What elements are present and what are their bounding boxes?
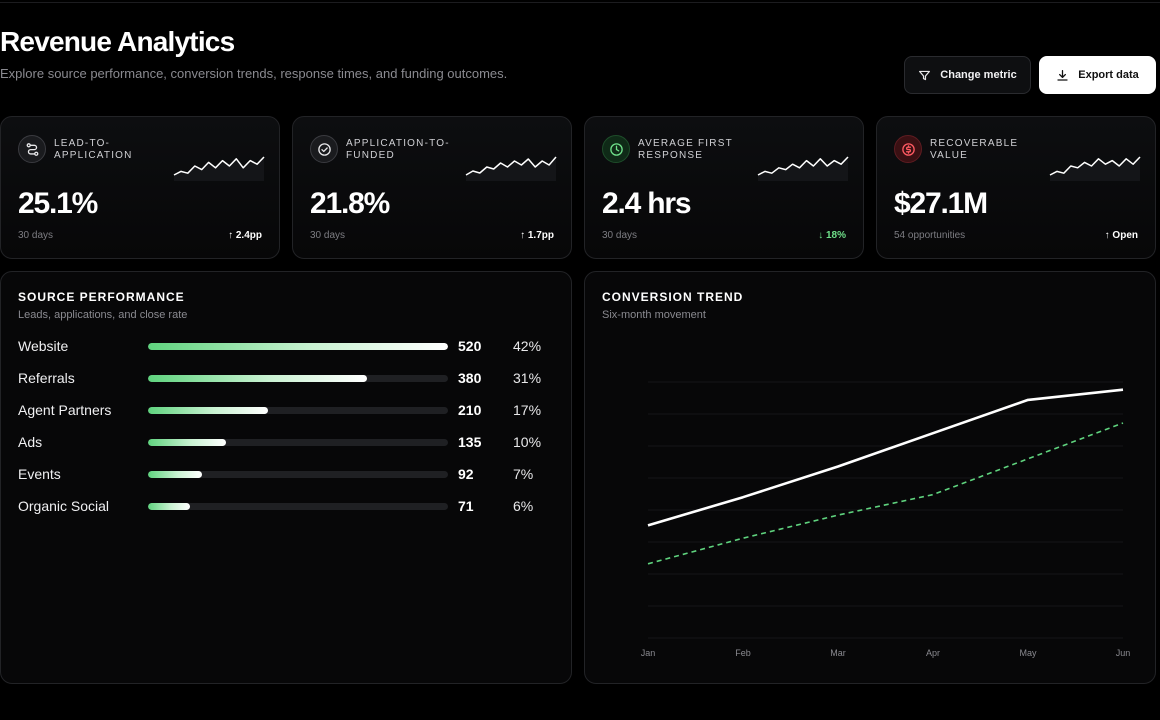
download-icon [1057,69,1068,81]
source-percent: 17% [513,402,542,418]
panel-subtitle: Six-month movement [602,309,706,321]
kpi-value: 25.1% [18,187,98,220]
source-name: Organic Social [18,498,110,514]
source-bar-fill [148,375,367,382]
dollar-icon [894,135,922,163]
source-count: 92 [458,466,474,482]
x-tick-label: Jan [641,648,656,658]
kpi-card-application-to-funded: APPLICATION-TO-FUNDED 21.8% 30 days ↑ 1.… [292,116,572,259]
panel-title: SOURCE PERFORMANCE [18,290,185,304]
x-tick-label: Apr [926,648,940,658]
kpi-sparkline [757,156,849,181]
source-bar-track [148,503,448,510]
source-bar-track [148,407,448,414]
x-tick-label: Jun [1116,648,1131,658]
kpi-sparkline [173,156,265,181]
source-percent: 7% [513,466,534,482]
source-row: Referrals 380 31% [18,368,558,388]
source-count: 380 [458,370,482,386]
page-title: Revenue Analytics [0,26,235,57]
kpi-label: APPLICATION-TO-FUNDED [346,138,450,161]
source-bar-fill [148,407,268,414]
source-row: Agent Partners 210 17% [18,400,558,420]
source-bar-fill [148,503,190,510]
change-metric-label: Change metric [940,69,1017,81]
source-row: Events 92 7% [18,464,558,484]
sparkline-area [1050,157,1140,181]
kpi-period: 30 days [310,230,346,241]
source-name: Referrals [18,370,75,386]
kpi-value: 2.4 hrs [602,187,692,220]
source-performance-panel: SOURCE PERFORMANCE Leads, applications, … [0,271,572,684]
source-bar-track [148,343,448,350]
source-percent: 10% [513,434,542,450]
sparkline-area [758,157,848,181]
kpi-value: $27.1M [894,187,988,220]
sparkline-line [465,156,557,176]
x-tick-label: Feb [735,648,751,658]
top-divider [0,2,1160,3]
source-count: 71 [458,498,474,514]
series-line-0 [647,388,1124,527]
sparkline-line [1049,156,1141,176]
source-bar-track [148,439,448,446]
kpi-sparkline [1049,156,1141,181]
source-name: Website [18,338,69,354]
source-percent: 42% [513,338,542,354]
kpi-label: LEAD-TO-APPLICATION [54,138,133,161]
kpi-delta: ↓ 18% [818,230,846,241]
sparkline-area [466,157,556,181]
conversion-trend-panel: CONVERSION TREND Six-month movement Jan F… [584,271,1156,684]
x-tick-label: Mar [830,648,846,658]
source-count: 520 [458,338,482,354]
source-row: Ads 135 10% [18,432,558,452]
clock-icon [602,135,630,163]
route-icon [18,135,46,163]
source-percent: 6% [513,498,534,514]
source-percent: 31% [513,370,542,386]
kpi-label: AVERAGE FIRST RESPONSE [638,138,733,161]
kpi-delta: ↑ Open [1104,230,1138,241]
kpi-card-recoverable-value: RECOVERABLE VALUE $27.1M 54 opportunitie… [876,116,1156,259]
conversion-trend-chart: Jan Feb Mar Apr May Jun [641,381,1131,658]
sparkline-line [173,156,265,176]
kpi-card-lead-to-application: LEAD-TO-APPLICATION 25.1% 30 days ↑ 2.4p… [0,116,280,259]
kpi-period: 30 days [602,230,638,241]
kpi-period: 54 opportunities [894,230,966,241]
sparkline-area [174,157,264,181]
source-name: Agent Partners [18,402,112,418]
source-count: 210 [458,402,482,418]
kpi-card-average-first-response: AVERAGE FIRST RESPONSE 2.4 hrs 30 days ↓… [584,116,864,259]
panel-title: CONVERSION TREND [602,290,744,304]
panel-subtitle: Leads, applications, and close rate [18,309,188,321]
kpi-delta: ↑ 2.4pp [228,230,262,241]
source-bar-fill [148,439,226,446]
export-data-label: Export data [1078,69,1139,81]
export-data-button[interactable]: Export data [1039,56,1156,94]
change-metric-button[interactable]: Change metric [904,56,1031,94]
sparkline-line [757,156,849,176]
kpi-label: RECOVERABLE VALUE [930,138,1019,161]
source-bar-fill [148,471,202,478]
kpi-delta: ↑ 1.7pp [520,230,554,241]
kpi-value: 21.8% [310,187,390,220]
kpi-period: 30 days [18,230,54,241]
series-line-1 [647,422,1124,565]
page-subtitle: Explore source performance, conversion t… [0,66,508,81]
source-row: Organic Social 71 6% [18,496,558,516]
source-name: Events [18,466,61,482]
check-circle-icon [310,135,338,163]
source-name: Ads [18,434,43,450]
filter-icon [919,70,931,80]
source-bar-track [148,375,448,382]
source-row: Website 520 42% [18,336,558,356]
x-tick-label: May [1019,648,1037,658]
source-bar-track [148,471,448,478]
source-bar-fill [148,343,448,350]
source-count: 135 [458,434,482,450]
kpi-sparkline [465,156,557,181]
